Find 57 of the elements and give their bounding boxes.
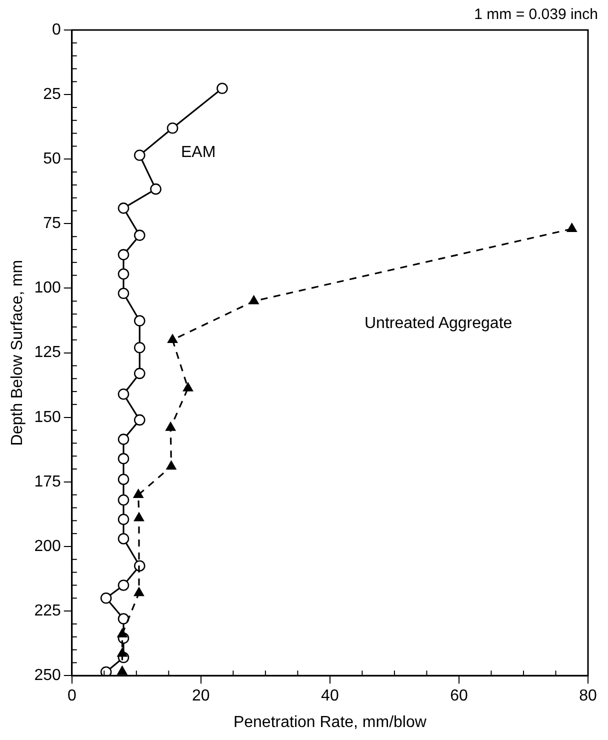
point (118, 474, 130, 485)
point (166, 122, 178, 134)
point (118, 453, 130, 464)
point (100, 666, 112, 676)
y-tick-label: 50 (43, 150, 61, 168)
point (118, 613, 130, 624)
point (183, 382, 193, 392)
point (134, 587, 144, 596)
point (168, 334, 178, 344)
point (118, 249, 130, 260)
x-tick-label: 0 (67, 688, 76, 705)
point (134, 315, 146, 326)
point (134, 414, 146, 426)
y-tick-label: 150 (34, 408, 61, 426)
point (100, 592, 112, 604)
point (566, 223, 577, 232)
point (248, 296, 259, 304)
y-tick-label: 200 (34, 538, 61, 555)
point (150, 183, 162, 195)
text: Untreated Aggregate (364, 315, 512, 332)
y-tick-label: 250 (34, 667, 61, 684)
x-tick-label: 80 (579, 688, 597, 705)
point (118, 514, 130, 526)
series-label: EAM (181, 144, 216, 162)
text: 1 mm = 0.039 inch (474, 6, 598, 23)
point (118, 580, 130, 591)
x-tick-label: 20 (192, 688, 210, 705)
point (118, 202, 130, 214)
x-axis-title: Penetration Rate, mm/blow (233, 714, 427, 731)
point (118, 268, 130, 280)
y-tick-label: 25 (43, 86, 61, 103)
point (166, 422, 176, 431)
point (134, 342, 146, 354)
point (134, 150, 146, 161)
y-tick-label: 125 (34, 344, 61, 362)
point (117, 666, 128, 675)
point (118, 494, 130, 506)
point (133, 489, 144, 498)
point (118, 388, 130, 400)
point (117, 628, 128, 638)
point (117, 648, 128, 657)
y-tick-label: 0 (52, 21, 61, 38)
point (216, 82, 228, 94)
y-tick-label: 175 (34, 473, 61, 490)
y-tick-label: 75 (43, 215, 61, 232)
point (118, 434, 130, 445)
point (134, 368, 146, 380)
point (166, 460, 176, 470)
y-tick-label: 225 (34, 602, 61, 620)
point (134, 230, 146, 241)
y-tick-label: 100 (34, 280, 61, 297)
point (118, 533, 130, 544)
point (134, 512, 144, 522)
point (118, 288, 130, 300)
y-axis-title: Depth Below Surface, mm (9, 260, 26, 446)
x-tick-label: 60 (450, 688, 468, 705)
x-tick-label: 40 (321, 688, 339, 705)
